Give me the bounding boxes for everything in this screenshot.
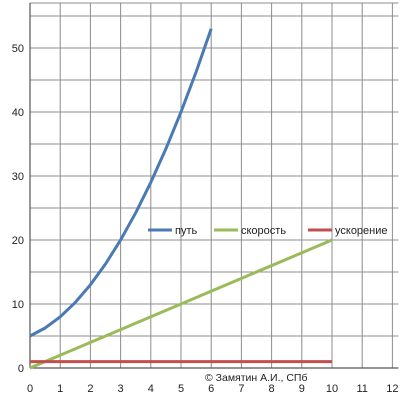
x-tick-label: 6 (208, 383, 214, 395)
y-tick-label: 30 (12, 171, 24, 183)
y-tick-label: 40 (12, 107, 24, 119)
copyright-credit: © Замятин А.И., СПб (205, 372, 308, 384)
y-tick-label: 0 (18, 363, 24, 375)
y-tick-label: 50 (12, 43, 24, 55)
legend-label-путь: путь (175, 225, 197, 237)
x-tick-label: 7 (238, 383, 244, 395)
grid-lines (30, 2, 399, 368)
x-tick-label: 1 (57, 383, 63, 395)
series-line-скорость (29, 238, 333, 370)
y-tick-label: 10 (12, 299, 24, 311)
y-tick-label: 20 (12, 235, 24, 247)
series-line-путь (29, 28, 213, 338)
axes (29, 3, 399, 369)
y-axis-ticks: 0 10 20 30 40 50 (12, 43, 24, 375)
x-tick-label: 12 (386, 383, 398, 395)
x-tick-label: 5 (178, 383, 184, 395)
x-tick-label: 8 (269, 383, 275, 395)
legend-label-ускорение: ускорение (335, 225, 388, 237)
x-axis-ticks: 0 1 2 3 4 5 6 7 8 9 10 11 12 (27, 383, 399, 395)
series-lines (29, 28, 333, 370)
x-tick-label: 10 (326, 383, 338, 395)
x-tick-label: 2 (87, 383, 93, 395)
x-tick-label: 11 (356, 383, 367, 395)
x-tick-label: 3 (118, 383, 124, 395)
x-tick-label: 0 (27, 383, 33, 395)
legend: путь скорость ускорение (148, 225, 388, 237)
x-tick-label: 4 (148, 383, 154, 395)
x-tick-label: 9 (299, 383, 305, 395)
legend-label-скорость: скорость (241, 225, 286, 237)
